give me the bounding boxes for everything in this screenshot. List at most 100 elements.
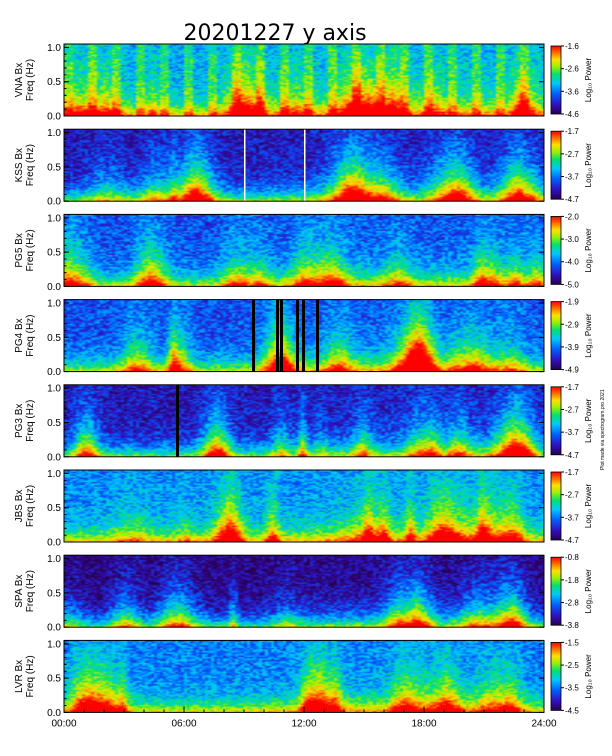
y-axis-label: SPA BxFreq (Hz): [14, 570, 36, 612]
data-gap: [304, 129, 306, 202]
spectrogram-image: [64, 555, 544, 628]
panel-kss: 0.0 0.5 1.0 KSS BxFreq (Hz) -1.7 -2.7 -3.7 -4.7…: [14, 127, 593, 208]
colorbar-label: Log₁₀ Power: [584, 313, 593, 358]
data-gap: [244, 129, 246, 202]
colorbar-tick-label: -1.7: [565, 468, 579, 477]
colorbar-tick-label: -3.7: [565, 173, 579, 182]
colorbar-tick-label: -2.7: [565, 150, 579, 159]
x-tick-label: 18:00: [411, 718, 436, 729]
data-gap: [296, 299, 299, 372]
y-axis-label-line: SPA Bx: [14, 575, 25, 608]
plot-frame: [63, 128, 545, 202]
colorbar-tick-label: -2.7: [565, 405, 579, 414]
y-tick-label: 1.0: [47, 213, 61, 224]
y-tick-label: 0.0: [47, 708, 61, 719]
y-axis-label-line: Freq (Hz): [25, 655, 36, 697]
colorbar-tick-label: -1.6: [565, 42, 579, 51]
spectrogram-image: [64, 640, 544, 713]
y-tick-label: 0.5: [47, 162, 61, 173]
data-gap: [276, 299, 279, 372]
plot-frame: [63, 43, 545, 117]
y-axis-label: PG3 BxFreq (Hz): [14, 400, 36, 442]
colorbar-tick-label: -5.0: [565, 280, 579, 289]
chart-title: 20201227 y axis: [183, 21, 366, 46]
x-tick-label: 00:00: [51, 718, 76, 729]
y-axis-label-line: KSS Bx: [14, 148, 25, 182]
y-tick-label: 1.0: [47, 639, 61, 650]
plot-frame: [63, 384, 545, 458]
colorbar-tick-label: -4.7: [565, 195, 579, 204]
y-axis-label: PG4 BxFreq (Hz): [14, 314, 36, 356]
y-axis-label-line: Freq (Hz): [25, 59, 36, 101]
colorbar-tick-label: -3.8: [565, 621, 579, 630]
plot-frame: [63, 469, 545, 543]
colorbar-tick-label: -2.7: [565, 491, 579, 500]
colorbar-tick-label: -2.5: [565, 661, 579, 670]
colorbar: [550, 45, 562, 115]
colorbar-label: Log₁₀ Power: [584, 484, 593, 529]
y-axis-label-line: Freq (Hz): [25, 570, 36, 612]
x-tick-label: 06:00: [171, 718, 196, 729]
y-tick-label: 1.0: [47, 43, 61, 54]
y-axis-label-line: Freq (Hz): [25, 485, 36, 527]
colorbar: [550, 130, 562, 200]
y-tick-label: 0.0: [47, 452, 61, 463]
y-axis-label-line: Freq (Hz): [25, 144, 36, 186]
y-axis-label: KSS BxFreq (Hz): [14, 144, 36, 186]
panel-pg5: 0.0 0.5 1.0 PG5 BxFreq (Hz) -2.0 -3.0 -4.0 -5.0…: [14, 212, 593, 293]
y-axis-label: LVR BxFreq (Hz): [14, 655, 36, 697]
colorbar: [550, 386, 562, 456]
colorbar-tick-label: -2.6: [565, 65, 579, 74]
colorbar-tick-label: -3.7: [565, 428, 579, 437]
colorbar-tick-label: -3.5: [565, 684, 579, 693]
y-axis-label-line: PG4 Bx: [14, 318, 25, 352]
y-tick-label: 1.0: [47, 554, 61, 565]
data-gap: [280, 299, 283, 372]
y-axis-label-line: PG5 Bx: [14, 233, 25, 267]
y-axis-label-line: PG3 Bx: [14, 404, 25, 438]
y-axis-label: PG5 BxFreq (Hz): [14, 229, 36, 271]
spectrogram-image: [64, 44, 544, 116]
y-tick-label: 1.0: [47, 128, 61, 139]
y-axis-label: JBS BxFreq (Hz): [14, 485, 36, 527]
panel-spa: 0.0 0.5 1.0 SPA BxFreq (Hz) -0.8 -1.8 -2.8 -3.8…: [14, 553, 593, 634]
colorbar-tick-label: -4.9: [565, 366, 579, 375]
y-tick-label: 1.0: [47, 469, 61, 480]
y-axis-label-line: Freq (Hz): [25, 229, 36, 271]
y-axis-label-line: JBS Bx: [14, 490, 25, 523]
colorbar-tick-label: -3.0: [565, 235, 579, 244]
plot-frame: [63, 554, 545, 628]
time-axis: 00:00 06:00 12:00 18:00 24:00: [51, 706, 557, 729]
data-gap: [176, 384, 179, 457]
colorbar-label: Log₁₀ Power: [584, 398, 593, 443]
colorbar-tick-label: -1.7: [565, 127, 579, 136]
colorbar-label: Log₁₀ Power: [584, 569, 593, 614]
y-tick-label: 0.5: [47, 77, 61, 88]
y-tick-label: 1.0: [47, 299, 61, 310]
y-tick-label: 0.5: [47, 248, 61, 259]
y-tick-label: 1.0: [47, 384, 61, 395]
colorbar-tick-label: -1.9: [565, 298, 579, 307]
colorbar: [550, 301, 562, 371]
colorbar: [550, 215, 562, 285]
y-tick-label: 0.0: [47, 367, 61, 378]
colorbar-tick-label: -3.7: [565, 513, 579, 522]
data-gap: [302, 299, 305, 372]
y-axis-label-line: Freq (Hz): [25, 400, 36, 442]
colorbar: [550, 471, 562, 541]
spectrogram-image: [64, 384, 544, 457]
x-tick-label: 24:00: [531, 718, 556, 729]
y-axis-label-line: Freq (Hz): [25, 314, 36, 356]
colorbar-tick-label: -4.5: [565, 706, 579, 715]
colorbar: [550, 556, 562, 626]
colorbar-tick-label: -4.7: [565, 451, 579, 460]
y-tick-label: 0.0: [47, 282, 61, 293]
colorbar-tick-label: -3.9: [565, 343, 579, 352]
plot-frame: [63, 299, 545, 373]
colorbar-tick-label: -4.7: [565, 536, 579, 545]
y-tick-label: 0.0: [47, 112, 61, 123]
colorbar-tick-label: -4.0: [565, 258, 579, 267]
colorbar-tick-label: -0.8: [565, 553, 579, 562]
colorbar-tick-label: -3.6: [565, 87, 579, 96]
